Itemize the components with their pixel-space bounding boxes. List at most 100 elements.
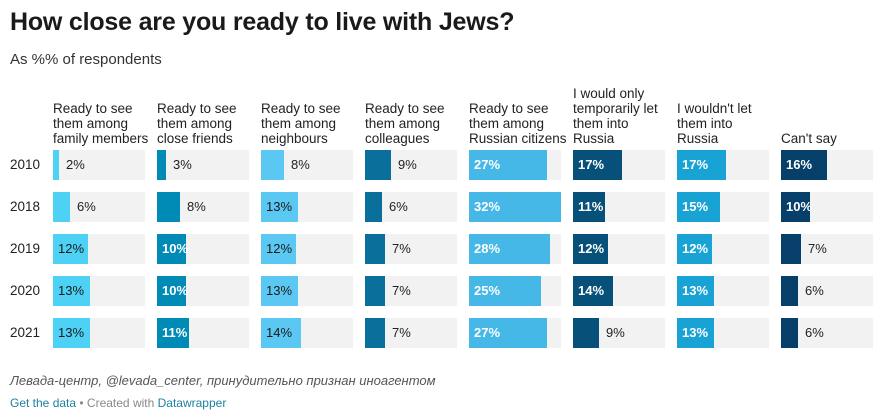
data-label: 27% xyxy=(474,325,501,340)
data-label: 16% xyxy=(786,157,813,172)
column-header-label: I would only temporarily let them into R… xyxy=(573,86,658,146)
data-label: 13% xyxy=(682,325,709,340)
bar-cell: 8% xyxy=(157,192,249,222)
bar xyxy=(53,318,90,348)
bar-cell: 6% xyxy=(781,276,873,306)
data-label: 10% xyxy=(786,199,813,214)
bar xyxy=(469,318,547,348)
bar-cell: 17% xyxy=(573,150,665,180)
column-header: Ready to see them among neighbours xyxy=(261,80,359,146)
bar-cell: 10% xyxy=(157,276,249,306)
bar-cell: 32% xyxy=(469,192,561,222)
bar xyxy=(157,318,189,348)
bar-cell: 13% xyxy=(677,276,769,306)
bar-cell: 12% xyxy=(261,234,353,264)
data-label: 10% xyxy=(162,283,189,298)
bar-cell: 12% xyxy=(53,234,145,264)
column-header: Ready to see them among colleagues xyxy=(365,80,463,146)
bar xyxy=(573,150,622,180)
data-label: 6% xyxy=(805,283,824,298)
data-label: 32% xyxy=(474,199,501,214)
data-label: 7% xyxy=(392,283,411,298)
bar-cell: 12% xyxy=(573,234,665,264)
bar-cell: 13% xyxy=(53,276,145,306)
column-header-label: Can't say xyxy=(781,131,837,146)
column-header-label: Ready to see them among colleagues xyxy=(365,101,445,146)
bar xyxy=(53,192,70,222)
data-label: 8% xyxy=(291,157,310,172)
bar-cell: 11% xyxy=(573,192,665,222)
data-label: 8% xyxy=(187,199,206,214)
bar xyxy=(261,150,284,180)
datawrapper-link[interactable]: Datawrapper xyxy=(157,396,227,410)
bar xyxy=(573,192,605,222)
bar xyxy=(781,234,801,264)
bar xyxy=(677,234,712,264)
data-label: 17% xyxy=(682,157,709,172)
bar xyxy=(365,234,385,264)
bar xyxy=(469,276,541,306)
data-label: 3% xyxy=(173,157,192,172)
bar xyxy=(469,150,547,180)
bar-cell: 7% xyxy=(365,318,457,348)
bar xyxy=(781,276,798,306)
bar-cell: 11% xyxy=(157,318,249,348)
bar-cell: 27% xyxy=(469,150,561,180)
bar xyxy=(261,192,298,222)
year-label: 2010 xyxy=(10,157,41,172)
data-label: 13% xyxy=(266,283,293,298)
bar-cell: 17% xyxy=(677,150,769,180)
bar-cell: 3% xyxy=(157,150,249,180)
data-label: 12% xyxy=(682,241,709,256)
bar-cell: 13% xyxy=(261,276,353,306)
data-label: 7% xyxy=(808,241,827,256)
column-header-label: Ready to see them among Russian citizens xyxy=(469,101,567,146)
bar xyxy=(157,276,186,306)
bar-cell: 9% xyxy=(365,150,457,180)
year-label: 2018 xyxy=(10,199,41,214)
bar xyxy=(365,150,391,180)
bar-cell: 14% xyxy=(261,318,353,348)
bar xyxy=(677,318,714,348)
bar xyxy=(677,276,714,306)
data-label: 13% xyxy=(58,325,85,340)
data-label: 15% xyxy=(682,199,709,214)
bar xyxy=(677,150,726,180)
data-label: 7% xyxy=(392,241,411,256)
bar xyxy=(261,318,301,348)
chart-title: How close are you ready to live with Jew… xyxy=(10,8,515,36)
column-header: I wouldn't let them into Russia xyxy=(677,80,775,146)
data-label: 17% xyxy=(578,157,605,172)
data-label: 6% xyxy=(389,199,408,214)
data-label: 13% xyxy=(266,199,293,214)
bar-cell: 25% xyxy=(469,276,561,306)
bar-cell: 10% xyxy=(781,192,873,222)
bar-cell: 6% xyxy=(53,192,145,222)
column-header: Ready to see them among close friends xyxy=(157,80,255,146)
bar xyxy=(53,276,90,306)
bar xyxy=(261,234,296,264)
footer: Get the data • Created with Datawrapper xyxy=(10,396,226,410)
data-label: 6% xyxy=(77,199,96,214)
data-label: 14% xyxy=(266,325,293,340)
bar-cell: 8% xyxy=(261,150,353,180)
column-header-label: Ready to see them among close friends xyxy=(157,101,237,146)
column-header: I would only temporarily let them into R… xyxy=(573,80,671,146)
data-label: 6% xyxy=(805,325,824,340)
bar xyxy=(157,150,166,180)
get-data-link[interactable]: Get the data xyxy=(10,396,77,410)
data-label: 12% xyxy=(58,241,85,256)
data-label: 2% xyxy=(66,157,85,172)
bar xyxy=(53,234,88,264)
column-header: Ready to see them among Russian citizens xyxy=(469,80,567,146)
bar-cell: 9% xyxy=(573,318,665,348)
bar-cell: 2% xyxy=(53,150,145,180)
bar-cell: 15% xyxy=(677,192,769,222)
bar xyxy=(677,192,720,222)
bar-cell: 6% xyxy=(781,318,873,348)
data-label: 12% xyxy=(266,241,293,256)
bar-cell: 7% xyxy=(781,234,873,264)
data-label: 27% xyxy=(474,157,501,172)
data-label: 11% xyxy=(578,199,604,214)
data-label: 13% xyxy=(58,283,85,298)
